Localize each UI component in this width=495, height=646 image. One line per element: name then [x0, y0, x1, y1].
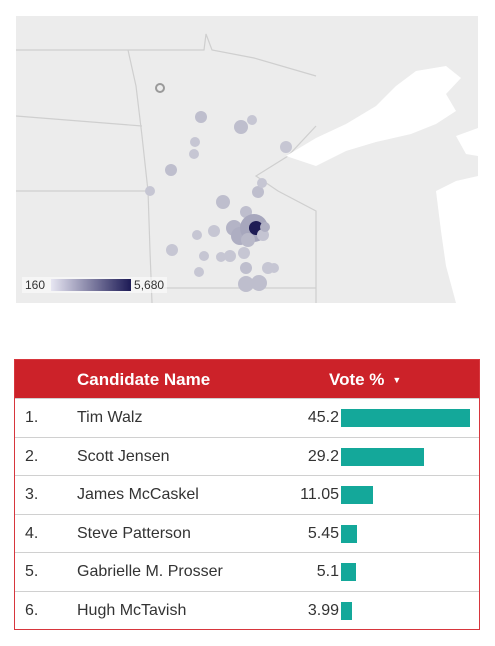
- candidate-name: Gabrielle M. Prosser: [77, 563, 223, 581]
- vote-percent: 29.2: [307, 447, 339, 465]
- vote-percent: 3.99: [307, 602, 339, 619]
- table-row[interactable]: 6. Hugh McTavish 3.99: [15, 591, 479, 630]
- candidate-name: Steve Patterson: [77, 524, 191, 542]
- column-header-vote[interactable]: Vote % ▼: [329, 370, 401, 390]
- results-table: Candidate Name Vote % ▼ 1. Tim Walz 45.2 2.…: [14, 359, 480, 630]
- map-panel[interactable]: 160 5,680: [16, 16, 478, 303]
- vote-percent: 11.05: [300, 486, 339, 504]
- vote-percent: 5.1: [316, 563, 339, 581]
- map-svg: [16, 33, 478, 303]
- table-row[interactable]: 1. Tim Walz 45.2: [15, 398, 479, 437]
- vote-bubbles: [145, 83, 292, 292]
- vote-bar: [341, 409, 470, 427]
- state-borders: [16, 33, 317, 303]
- table-header: Candidate Name Vote % ▼: [15, 360, 479, 398]
- legend-max-label: 5,680: [134, 278, 165, 292]
- row-rank: 2.: [25, 447, 39, 465]
- vote-bar: [341, 524, 357, 543]
- legend-gradient: [51, 279, 132, 291]
- legend-min-label: 160: [25, 278, 46, 292]
- map-legend: 160 5,680: [22, 277, 168, 293]
- column-header-candidate[interactable]: Candidate Name: [77, 370, 211, 389]
- table-row[interactable]: 2. Scott Jensen 29.2: [15, 436, 479, 476]
- table-row[interactable]: 5. Gabrielle M. Prosser 5.1: [15, 552, 479, 591]
- column-header-vote-label: Vote %: [329, 370, 385, 389]
- lake-superior: [286, 66, 461, 166]
- row-rank: 4.: [25, 524, 39, 542]
- vote-percent: 45.2: [307, 409, 339, 426]
- row-rank: 5.: [25, 563, 39, 581]
- candidate-name: Tim Walz: [77, 409, 143, 426]
- row-rank: 6.: [25, 602, 39, 619]
- upper-peninsula-shore: [456, 128, 478, 156]
- candidate-name: James McCaskel: [77, 486, 199, 504]
- vote-percent: 5.45: [307, 524, 339, 542]
- candidate-name: Scott Jensen: [77, 447, 170, 465]
- row-rank: 3.: [25, 486, 39, 504]
- vote-bar: [341, 563, 356, 582]
- vote-bar: [341, 602, 352, 620]
- vote-bar: [341, 447, 424, 466]
- table-row[interactable]: 4. Steve Patterson 5.45: [15, 513, 479, 553]
- row-rank: 1.: [25, 409, 39, 426]
- table-row[interactable]: 3. James McCaskel 11.05: [15, 475, 479, 514]
- sort-descending-icon[interactable]: ▼: [392, 375, 402, 385]
- candidate-name: Hugh McTavish: [77, 602, 187, 619]
- lake-michigan: [436, 176, 478, 303]
- vote-bar: [341, 486, 373, 505]
